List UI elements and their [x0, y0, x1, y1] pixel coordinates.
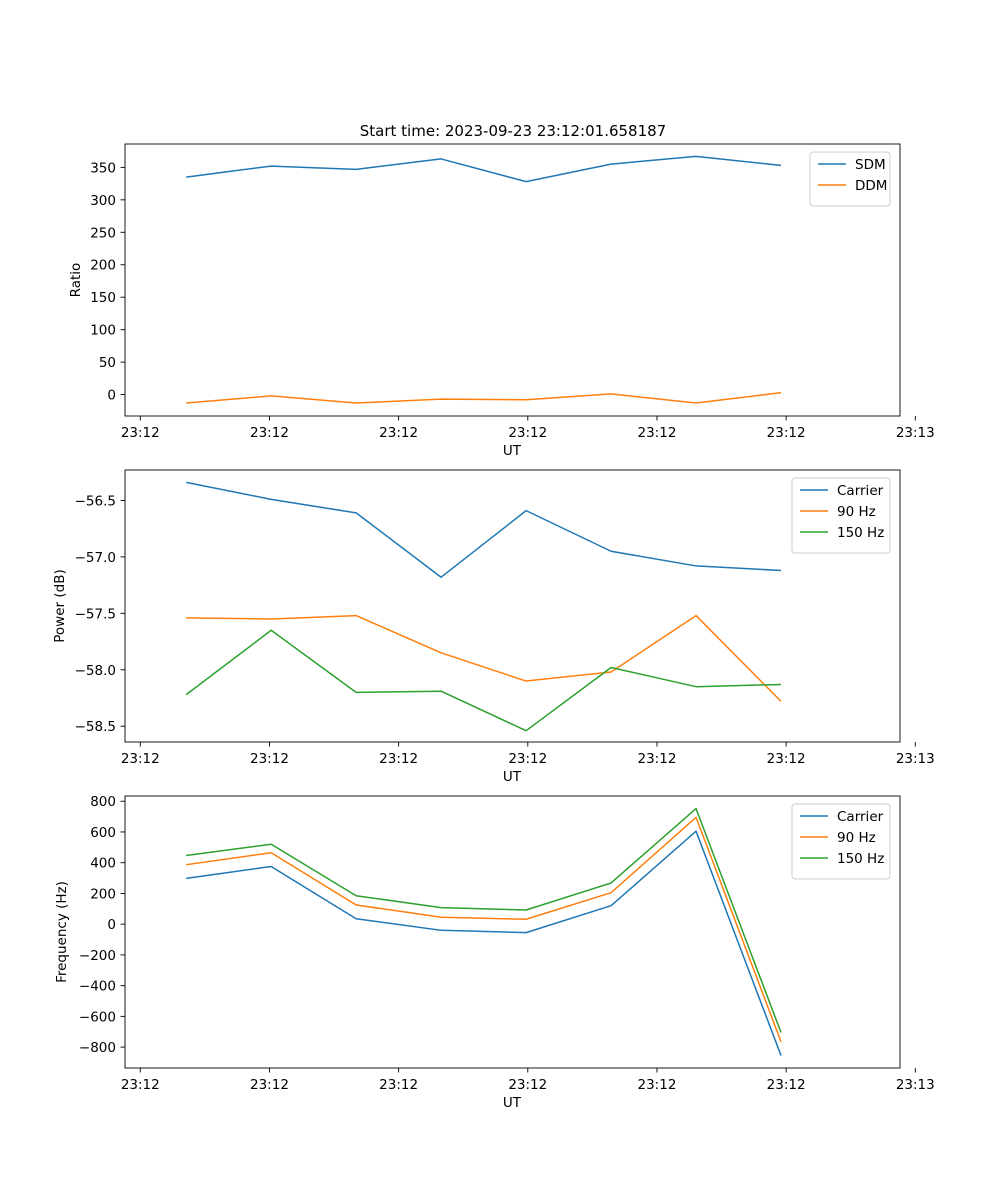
legend-label: 90 Hz	[837, 830, 876, 846]
y-tick-label: −57.5	[75, 606, 116, 622]
y-tick-label: 300	[90, 193, 116, 209]
subplot-2: 23:12 23:12 23:12 23:12 23:12 23:12 23:13 −58.5…	[52, 469, 935, 785]
legend: Carrier 90 Hz 150 Hz	[791, 803, 891, 880]
series-line-ddm	[186, 391, 782, 404]
x-tick-label: 23:13	[896, 425, 935, 441]
series-line-carrier	[186, 830, 782, 1056]
y-tick-label: −57.0	[75, 550, 116, 566]
axes-frame	[124, 795, 901, 1069]
y-tick-label: −800	[79, 1040, 116, 1056]
x-tick-label: 23:13	[896, 1077, 935, 1093]
x-tick-label: 23:12	[121, 425, 160, 441]
y-tick-label: −400	[79, 979, 116, 995]
y-tick-label: 0	[107, 917, 116, 933]
x-axis-label: UT	[503, 443, 522, 459]
legend: Carrier 90 Hz 150 Hz	[791, 477, 891, 554]
x-tick-label: 23:12	[638, 751, 677, 767]
y-tick-label: 0	[107, 388, 116, 404]
x-tick-label: 23:12	[508, 751, 547, 767]
y-tick-label: −56.5	[75, 493, 116, 509]
y-tick-label: 200	[90, 258, 116, 274]
y-tick-label: −200	[79, 948, 116, 964]
x-tick-label: 23:12	[121, 751, 160, 767]
y-tick-label: 400	[90, 856, 116, 872]
y-tick-label: 150	[90, 290, 116, 306]
x-tick-label: 23:12	[767, 425, 806, 441]
y-axis-label: Power (dB)	[52, 569, 68, 642]
x-tick-label: 23:12	[767, 1077, 806, 1093]
x-tick-label: 23:12	[638, 1077, 677, 1093]
legend-box	[791, 803, 891, 880]
x-tick-label: 23:12	[767, 751, 806, 767]
subplot-1: 23:12 23:12 23:12 23:12 23:12 23:12 23:13 0 50 10…	[68, 143, 935, 459]
axes-frame	[124, 469, 901, 743]
legend-label: 150 Hz	[837, 525, 884, 541]
x-tick-label: 23:12	[250, 425, 289, 441]
y-axis-label: Ratio	[68, 263, 84, 298]
y-tick-label: −58.0	[75, 663, 116, 679]
x-tick-label: 23:13	[896, 751, 935, 767]
y-axis-label: Frequency (Hz)	[54, 881, 70, 983]
legend-label: 90 Hz	[837, 504, 876, 520]
series-line-150-hz	[186, 807, 782, 1033]
x-axis-label: UT	[503, 1095, 522, 1111]
y-tick-label: 600	[90, 825, 116, 841]
x-tick-label: 23:12	[379, 751, 418, 767]
x-tick-label: 23:12	[250, 751, 289, 767]
series-line-90-hz	[186, 614, 782, 702]
legend-label: SDM	[855, 157, 886, 173]
x-axis-label: UT	[503, 769, 522, 785]
axes-frame	[124, 143, 901, 417]
x-tick-label: 23:12	[508, 425, 547, 441]
x-tick-label: 23:12	[508, 1077, 547, 1093]
x-tick-label: 23:12	[121, 1077, 160, 1093]
legend-label: Carrier	[837, 483, 884, 499]
legend-box	[791, 477, 891, 554]
series-line-90-hz	[186, 816, 782, 1042]
legend-label: DDM	[855, 178, 887, 194]
x-tick-label: 23:12	[379, 1077, 418, 1093]
x-tick-label: 23:12	[250, 1077, 289, 1093]
y-tick-label: −600	[79, 1009, 116, 1025]
x-tick-label: 23:12	[638, 425, 677, 441]
y-tick-label: 250	[90, 225, 116, 241]
subplot-3: 23:12 23:12 23:12 23:12 23:12 23:12 23:13 −800 −…	[54, 794, 935, 1111]
legend-label: Carrier	[837, 809, 884, 825]
y-tick-label: 100	[90, 323, 116, 339]
legend-label: 150 Hz	[837, 851, 884, 867]
x-tick-label: 23:12	[379, 425, 418, 441]
figure-title: Start time: 2023-09-23 23:12:01.658187	[360, 122, 666, 140]
y-tick-label: 50	[99, 355, 116, 371]
legend: SDM DDM	[809, 151, 891, 207]
y-tick-label: 800	[90, 794, 116, 810]
subplot-panels: 23:12 23:12 23:12 23:12 23:12 23:12 23:13 0 50 10…	[52, 143, 935, 1111]
legend-box	[809, 151, 891, 207]
y-tick-label: −58.5	[75, 719, 116, 735]
y-tick-label: 200	[90, 886, 116, 902]
y-tick-label: 350	[90, 160, 116, 176]
series-line-sdm	[186, 155, 782, 183]
series-line-carrier	[186, 481, 782, 578]
series-line-150-hz	[185, 629, 782, 732]
